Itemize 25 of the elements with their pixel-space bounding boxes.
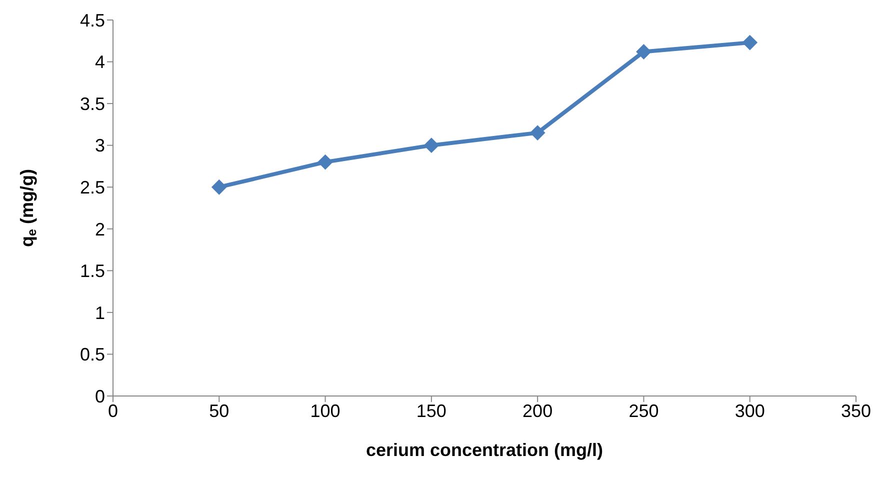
y-tick-label: 2	[94, 219, 105, 240]
y-tick-label: 1	[94, 302, 105, 323]
x-tick-label: 100	[310, 400, 340, 421]
y-tick-label: 3.5	[80, 94, 105, 114]
point	[212, 180, 227, 195]
x-tick-label: 50	[209, 400, 230, 421]
y-tick-label: 0	[94, 386, 105, 406]
x-tick-label: 200	[522, 400, 553, 421]
point	[424, 138, 439, 153]
x-tick-label: 350	[840, 400, 872, 421]
point	[636, 44, 652, 60]
y-tick-label: 2.5	[80, 178, 105, 198]
x-tick-label: 250	[628, 400, 659, 421]
y-tick-label: 4.5	[80, 10, 105, 30]
y-tick-label: 1.5	[80, 261, 105, 282]
y-tick-label: 4	[94, 52, 105, 72]
y-tick-label: 0.5	[80, 344, 105, 365]
x-tick-label: 300	[734, 400, 765, 421]
x-tick-label: 150	[416, 400, 446, 421]
x-axis-title: cerium concentration (mg/l)	[366, 440, 604, 460]
point	[742, 35, 758, 50]
x-tick-label: 0	[108, 400, 118, 421]
point	[530, 125, 546, 140]
y-tick-label: 3	[94, 136, 105, 156]
point	[318, 154, 333, 170]
